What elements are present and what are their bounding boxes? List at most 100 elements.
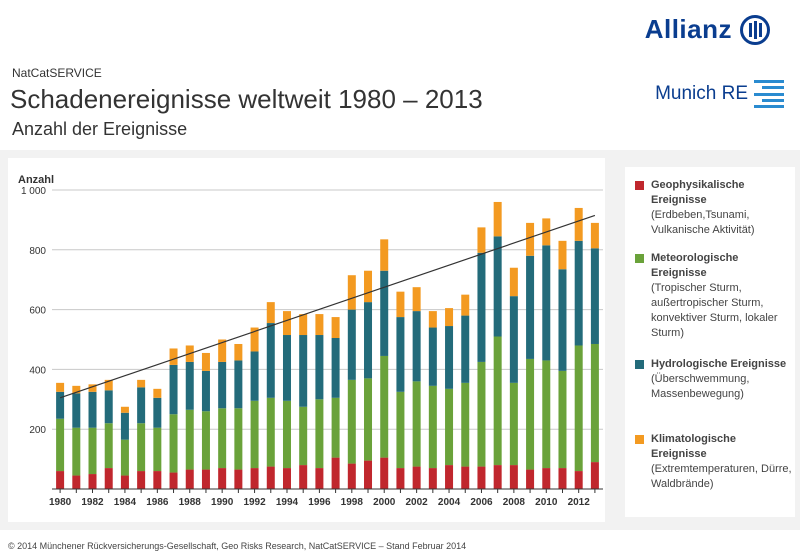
bar-segment [526,222,535,256]
bar-segment [542,245,551,361]
bar-segment [153,397,162,428]
legend-detail: (Tropischer Sturm, außertropischer Sturm… [651,282,778,339]
bar-segment [201,411,210,470]
bar-segment [185,361,194,410]
bar-segment [299,314,308,336]
bar-segment [218,468,227,489]
bar-segment [315,314,324,336]
bar-segment [201,370,210,412]
bar-segment [153,388,162,398]
bar-segment [428,311,437,328]
bar-segment [477,227,486,253]
bar-segment [201,352,210,371]
bar-segment [56,391,65,419]
bar-segment [218,361,227,409]
bar-segment [137,387,146,424]
x-tick-label: 1996 [308,497,331,508]
bar-segment [558,269,567,371]
allianz-logo: Allianz [645,14,770,45]
legend-detail: (Erdbeben,Tsunami, Vulkanische Aktivität… [651,209,755,236]
bar-segment [250,327,259,352]
bar-segment [56,418,65,472]
bar-segment [364,302,373,379]
bar-segment [590,343,599,463]
bar-segment [574,345,583,472]
bar-segment [169,348,178,365]
bar-segment [509,465,518,489]
bar-segment [299,465,308,489]
bar-segment [558,240,567,270]
bar-segment [364,270,373,303]
x-tick-label: 1992 [243,497,266,508]
x-tick-label: 2006 [470,497,493,508]
bar-segment [88,474,97,489]
bar-segment [412,287,421,312]
bar-segment [574,471,583,489]
bar-segment [542,360,551,469]
bar-segment [477,252,486,362]
bar-segment [347,275,356,310]
bar-segment [396,391,405,469]
bar-segment [282,468,291,489]
bar-segment [364,460,373,489]
legend-detail: (Extremtemperaturen, Dürre, Waldbrände) [651,463,792,490]
bar-segment [493,236,502,337]
bar-segment [169,414,178,473]
legend-label: Geophysikalische Ereignisse [651,179,745,206]
bar-segment [412,381,421,467]
bar-segment [234,408,243,470]
bar-segment [396,468,405,489]
bar-segment [266,323,275,398]
legend-label: Hydrologische Ereignisse [651,358,787,370]
bar-segment [185,469,194,489]
legend-swatch [635,360,644,369]
bar-segment [428,468,437,489]
bar-segment [250,468,259,489]
y-tick-label: 800 [29,246,46,257]
legend-item-climatological: Klimatologische Ereignisse (Extremtemper… [635,432,793,492]
allianz-logo-text: Allianz [644,14,732,44]
bar-segment [104,423,113,469]
bar-segment [137,379,146,388]
bar-segment [509,296,518,383]
bar-segment [120,406,129,413]
bar-segment [331,457,340,489]
bar-segment [477,361,486,467]
bar-segment [509,267,518,297]
page-subtitle: Anzahl der Ereignisse [12,119,188,139]
bar-segment [72,393,81,428]
bar-segment [282,400,291,469]
bar-segment [218,339,227,362]
bar-segment [364,378,373,461]
bar-segment [526,255,535,359]
bar-segment [282,335,291,401]
bar-segment [120,439,129,476]
bar-segment [526,469,535,489]
bar-segment [493,201,502,237]
bar-segment [590,222,599,249]
bar-segment [445,388,454,466]
y-axis-title: Anzahl [18,174,54,186]
bar-segment [266,397,275,467]
bar-segment [461,382,470,467]
legend-item-hydrological: Hydrologische Ereignisse (Überschwemmung… [635,357,793,402]
bar-segment [266,302,275,324]
x-tick-label: 2000 [373,497,396,508]
bar-segment [201,469,210,489]
legend-item-geophysical: Geophysikalische Ereignisse (Erdbeben,Ts… [635,178,793,238]
x-tick-label: 1990 [211,497,234,508]
bar-segment [266,466,275,489]
bar-segment [185,409,194,470]
munich-re-emblem-icon [754,80,784,108]
bar-segment [461,294,470,316]
bar-segment [315,468,324,489]
bar-segment [558,468,567,489]
bar-segment [153,427,162,472]
y-tick-label: 1 000 [21,186,46,197]
bar-segment [250,400,259,469]
bar-segment [299,335,308,407]
x-tick-label: 2008 [503,497,526,508]
bar-segment [169,364,178,415]
bar-segment [137,423,146,472]
x-tick-label: 1984 [114,497,137,508]
